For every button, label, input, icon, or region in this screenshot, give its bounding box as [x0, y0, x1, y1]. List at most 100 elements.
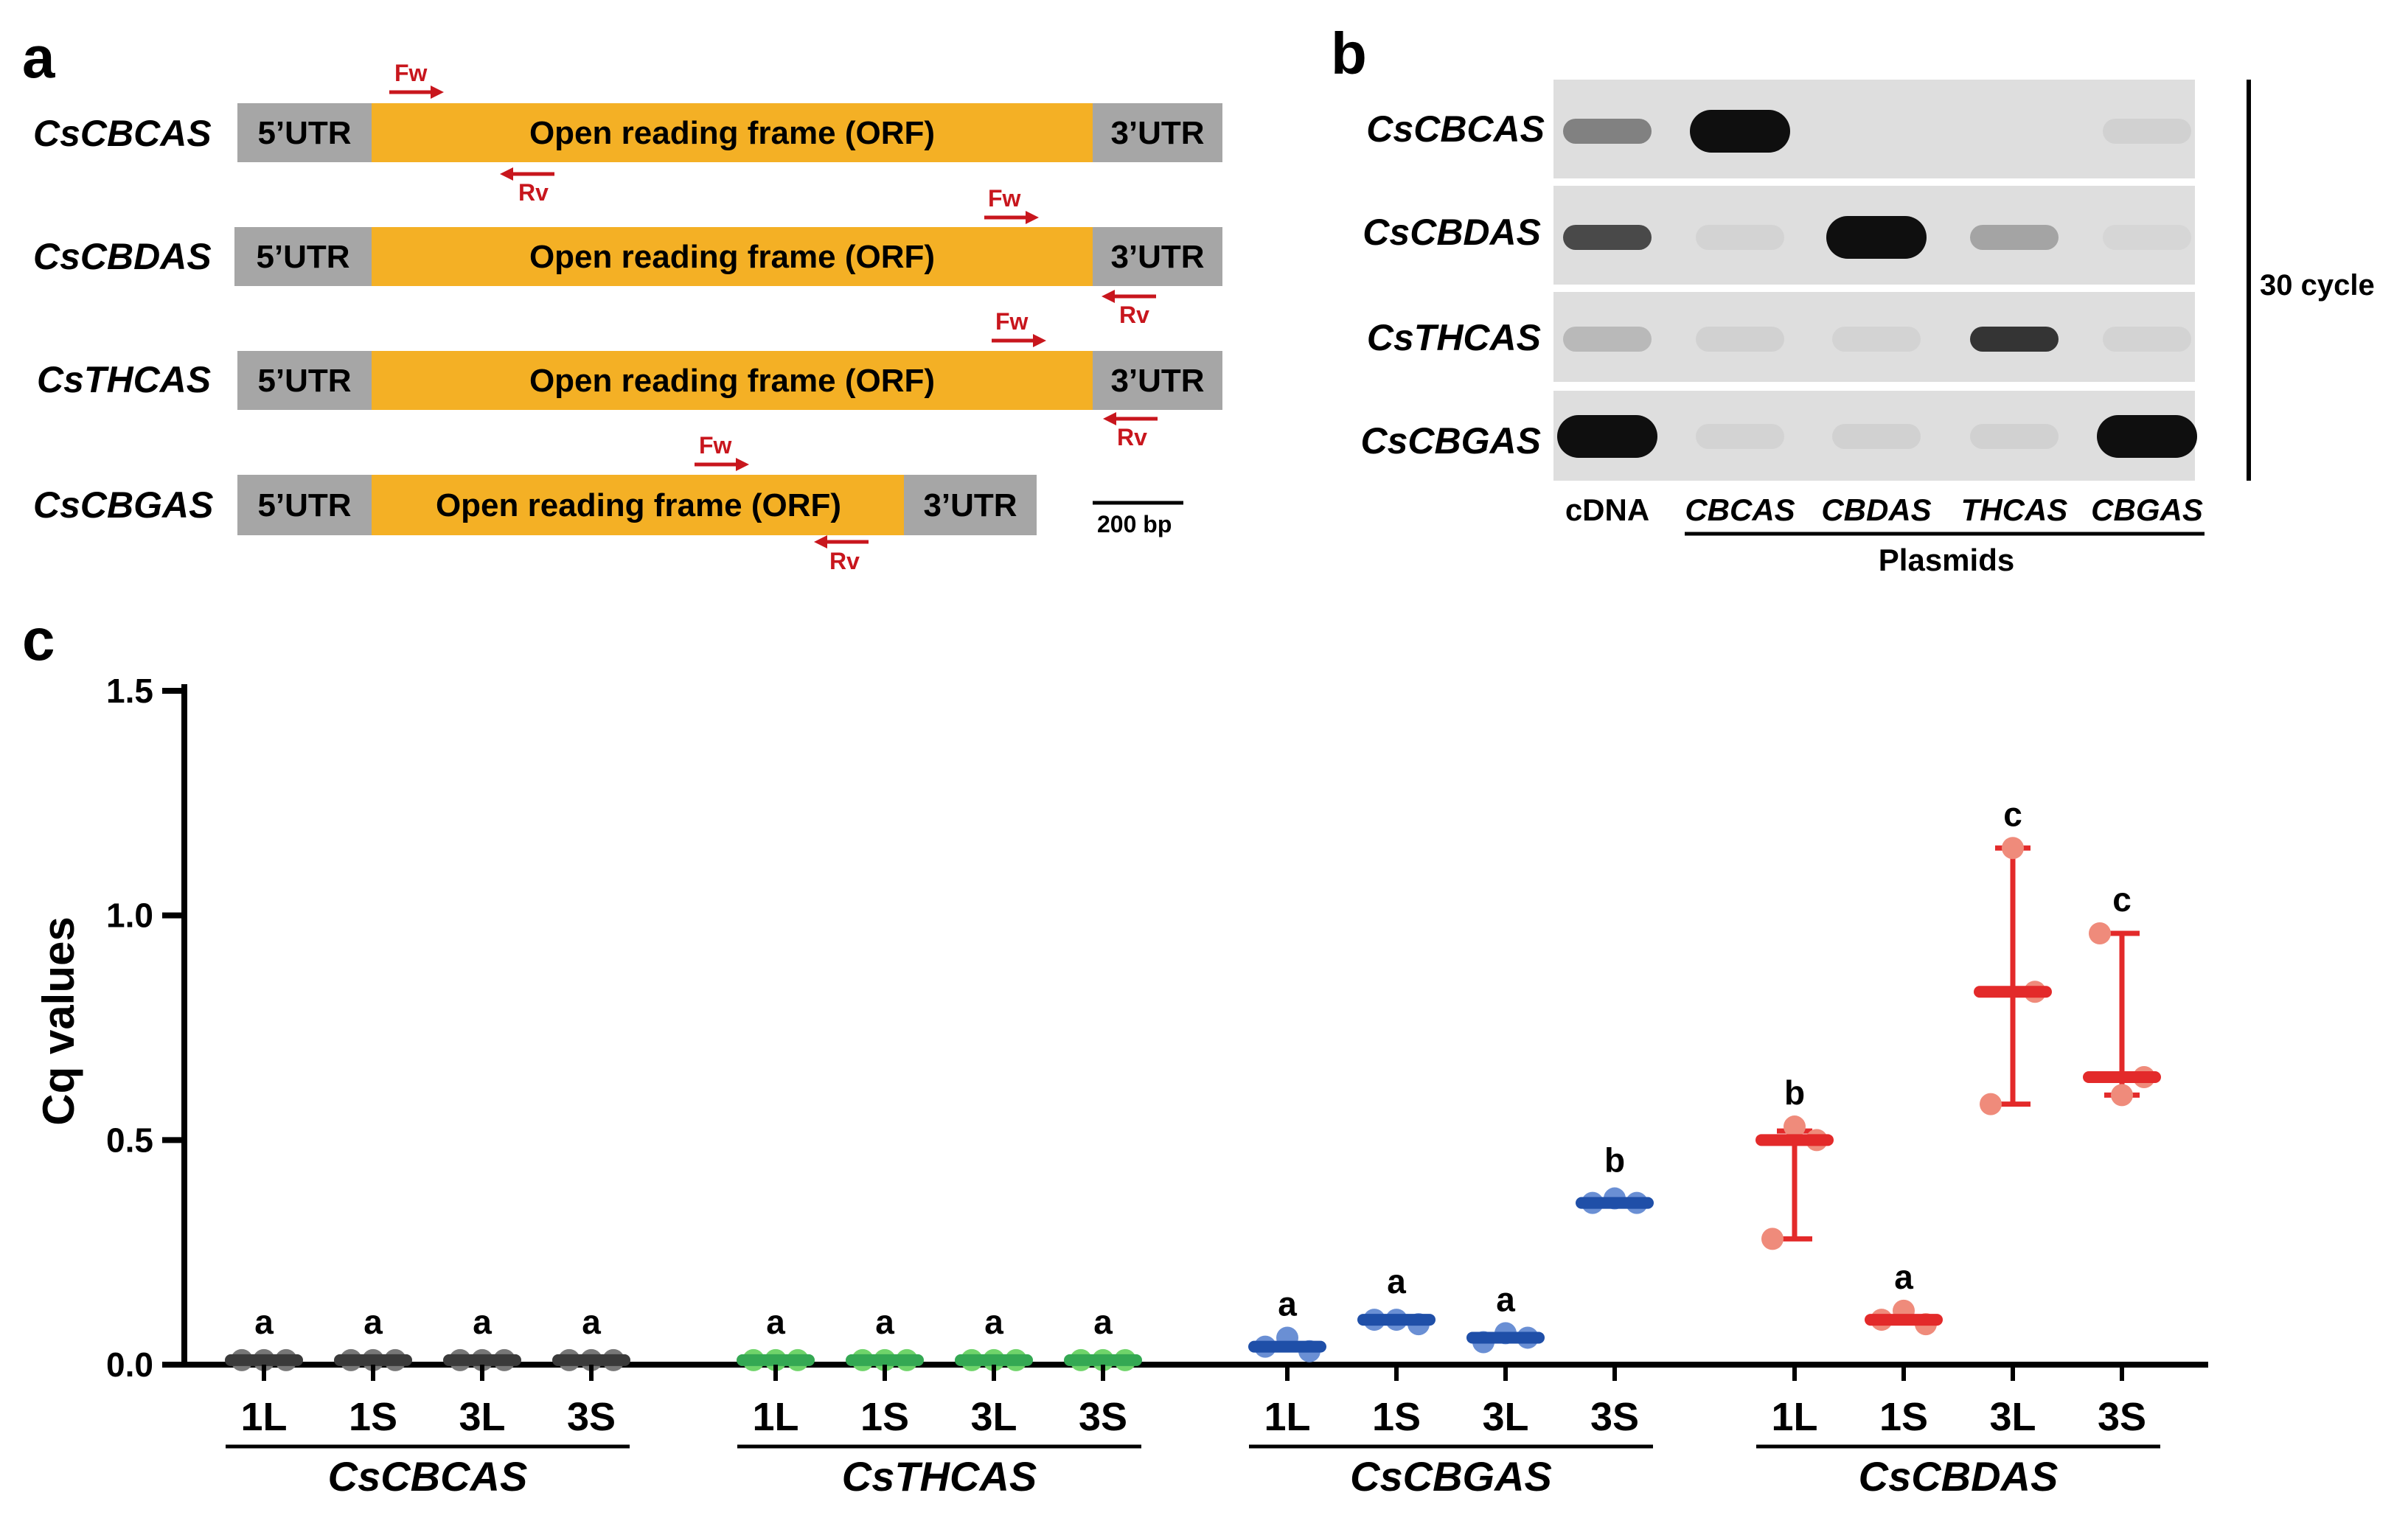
orf-box: [372, 351, 1093, 410]
gel-band: [1970, 327, 2059, 352]
gene-label-cscbcas: CsCBCAS: [33, 113, 212, 154]
orf-box: [372, 103, 1093, 162]
significance-letter: a: [582, 1303, 601, 1341]
utr3-box: [904, 475, 1037, 535]
significance-letter: a: [254, 1303, 274, 1341]
gel-band: [1696, 327, 1784, 352]
significance-letter: c: [2003, 795, 2022, 833]
utr5-box: [237, 475, 372, 535]
gene-structure-cscbgas: CsCBGAS 5’UTR Open reading frame (ORF) 3…: [33, 432, 1037, 574]
gel-band: [1832, 424, 1921, 449]
x-category-label: 1L: [1264, 1395, 1310, 1439]
utr5-label: 5’UTR: [257, 115, 351, 151]
gel-band: [1970, 424, 2059, 449]
rv-primer-label: Rv: [1119, 302, 1149, 328]
orf-label: Open reading frame (ORF): [529, 239, 935, 275]
panel-a-label: a: [22, 24, 55, 90]
gel-bands: [1557, 110, 2197, 458]
utr5-box: [237, 103, 372, 162]
gel-band: [1970, 225, 2059, 250]
lane-label-cbcas: CBCAS: [1685, 492, 1795, 527]
fw-primer-label: Fw: [995, 308, 1029, 335]
series-cscbdas: b 1L a 1S c 3L c 3S CsCBDAS: [1755, 795, 2161, 1500]
rv-primer-label: Rv: [518, 179, 549, 206]
data-point: [2111, 1084, 2133, 1107]
x-category-label: 1S: [1879, 1395, 1928, 1439]
significance-letter: a: [1894, 1258, 1913, 1296]
x-category-label: 1S: [1372, 1395, 1421, 1439]
y-tick-label: 1.5: [106, 672, 153, 710]
gel-strip-csthcas: [1553, 292, 2195, 382]
fw-primer-arrow: [389, 86, 444, 99]
gel-row-label-cscbgas: CsCBGAS: [1361, 420, 1541, 462]
utr5-label: 5’UTR: [257, 487, 351, 523]
cycle-label: 30 cycle: [2260, 269, 2375, 302]
x-category-label: 1S: [349, 1395, 397, 1439]
gel-strip-cscbcas: [1553, 80, 2195, 178]
gel-band: [2103, 327, 2191, 352]
scale-bar-label: 200 bp: [1097, 511, 1172, 537]
utr3-label: 3’UTR: [1110, 363, 1204, 399]
significance-letter: a: [1278, 1284, 1297, 1323]
gel-band: [1696, 225, 1784, 250]
orf-box: [372, 227, 1093, 286]
gel-band: [1563, 225, 1652, 250]
significance-letter: a: [1387, 1262, 1406, 1301]
data-point: [1761, 1228, 1784, 1250]
significance-letter: a: [984, 1303, 1003, 1341]
fw-primer-arrow: [992, 334, 1046, 347]
significance-letter: a: [363, 1303, 383, 1341]
gene-label-cscbdas: CsCBDAS: [33, 236, 212, 277]
fw-primer-label: Fw: [394, 60, 428, 86]
x-category-label: 3S: [1590, 1395, 1639, 1439]
orf-label: Open reading frame (ORF): [529, 363, 935, 399]
group-label-cscbdas: CsCBDAS: [1859, 1453, 2059, 1500]
panel-c-chart: c Cq values 0.0 0.5 1.0 1.5 a 1L a 1S a 3L a 3S CsC…: [22, 607, 2208, 1500]
gel-strip-cscbgas: [1553, 391, 2195, 481]
y-tick-label: 0.5: [106, 1121, 153, 1159]
plasmids-label: Plasmids: [1879, 543, 2014, 577]
gene-label-cscbgas: CsCBGAS: [33, 484, 213, 526]
significance-letter: a: [473, 1303, 492, 1341]
gel-band: [1557, 415, 1657, 458]
y-ticks: 0.0 0.5 1.0 1.5: [106, 672, 184, 1384]
significance-letter: c: [2112, 880, 2132, 919]
utr5-box: [237, 351, 372, 410]
data-point: [1980, 1093, 2002, 1115]
data-point: [2089, 922, 2111, 945]
data-point: [2002, 837, 2024, 860]
gel-row-label-csthcas: CsTHCAS: [1367, 317, 1541, 358]
utr3-box: [1093, 227, 1222, 286]
significance-letter: b: [1784, 1073, 1805, 1112]
rv-primer-arrow: [1102, 290, 1156, 303]
gel-band: [2097, 415, 2197, 458]
gel-band: [1826, 216, 1927, 259]
fw-primer-arrow: [984, 211, 1039, 224]
significance-letter: b: [1604, 1141, 1625, 1179]
group-label-cscbgas: CsCBGAS: [1350, 1453, 1552, 1500]
lane-label-cdna: cDNA: [1565, 492, 1649, 527]
group-label-cscbcas: CsCBCAS: [328, 1453, 528, 1500]
utr5-label: 5’UTR: [257, 363, 351, 399]
gel-band: [2103, 225, 2191, 250]
rv-primer-arrow: [1103, 412, 1158, 425]
x-category-label: 1L: [240, 1395, 287, 1439]
gene-structure-csthcas: CsTHCAS 5’UTR Open reading frame (ORF) 3…: [37, 308, 1222, 450]
data-point: [1784, 1115, 1806, 1138]
gene-structure-cscbcas: CsCBCAS 5’UTR Open reading frame (ORF) 3…: [33, 60, 1222, 206]
panel-b-label: b: [1331, 21, 1367, 86]
x-category-label: 3L: [459, 1395, 505, 1439]
fw-primer-label: Fw: [699, 432, 732, 459]
lane-label-cbdas: CBDAS: [1821, 492, 1931, 527]
significance-letter: a: [766, 1303, 785, 1341]
fw-primer-arrow: [695, 458, 749, 471]
gel-band: [1696, 424, 1784, 449]
orf-label: Open reading frame (ORF): [529, 115, 935, 151]
gel-band: [1832, 327, 1921, 352]
orf-box: [372, 475, 904, 535]
utr3-label: 3’UTR: [923, 487, 1017, 523]
significance-letter: a: [1496, 1280, 1515, 1318]
panel-b-gel: b CsCBCAS CsCBDAS CsTHCAS CsCBGAS 30 cyc…: [1331, 21, 2375, 577]
x-category-label: 3S: [2098, 1395, 2146, 1439]
